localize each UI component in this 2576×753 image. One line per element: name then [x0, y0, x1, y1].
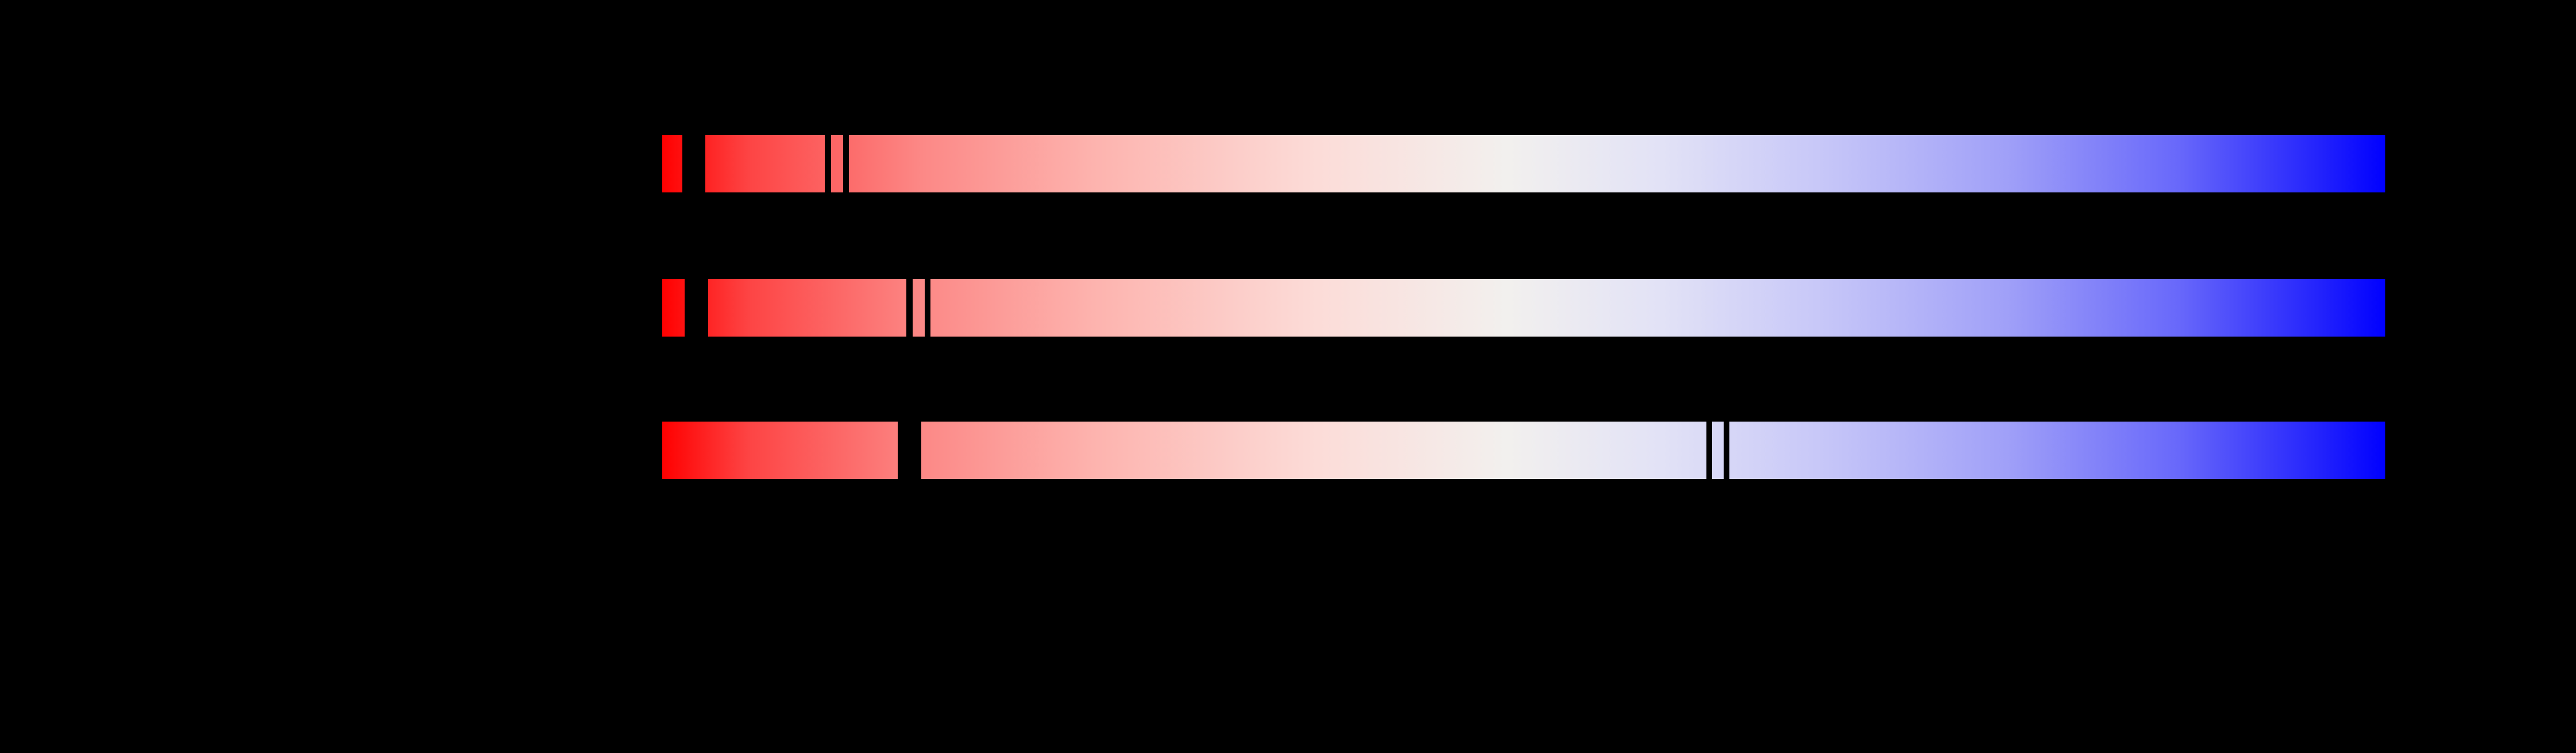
- thin-tick-marker: [843, 135, 849, 192]
- thick-marker: [898, 422, 921, 479]
- gradient-strip-2: [662, 279, 2385, 337]
- thick-marker: [685, 279, 708, 337]
- thin-tick-marker: [825, 135, 831, 192]
- gradient-strip-3: [662, 422, 2385, 479]
- thin-tick-marker: [1724, 422, 1729, 479]
- thin-tick-marker: [1706, 422, 1712, 479]
- thick-marker: [682, 135, 705, 192]
- gradient-strip-1: [662, 135, 2385, 192]
- thin-tick-marker: [906, 279, 913, 337]
- thin-tick-marker: [925, 279, 930, 337]
